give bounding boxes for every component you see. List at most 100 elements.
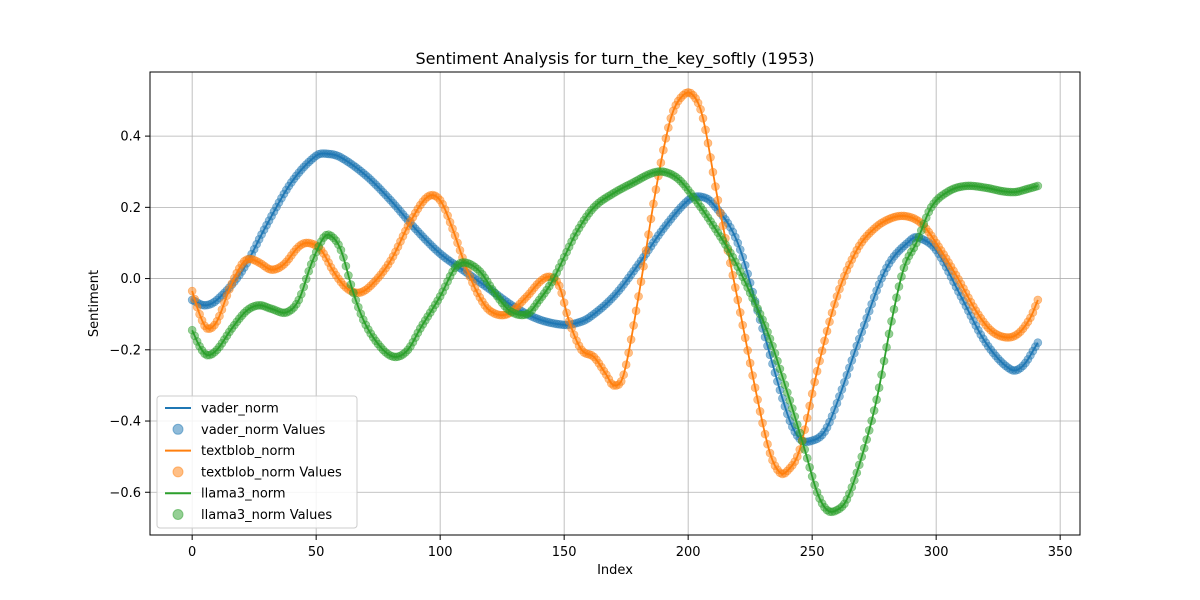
textblob_norm-point xyxy=(825,317,834,327)
llama3_norm-point xyxy=(887,317,896,326)
textblob_norm-point xyxy=(659,145,668,155)
llama3_norm-point xyxy=(872,395,881,404)
llama3_norm-point xyxy=(765,334,775,344)
textblob_norm-point xyxy=(730,283,740,292)
textblob_norm-legend-marker xyxy=(172,466,184,478)
textblob_norm-legend-label: textblob_norm xyxy=(201,444,295,459)
textblob_norm-point xyxy=(753,395,762,404)
y-tick-label: 0.0 xyxy=(120,272,141,287)
textblob_norm-point xyxy=(450,231,460,240)
y-tick-label: 0.4 xyxy=(120,130,141,145)
llama3_norm-point xyxy=(810,480,819,490)
llama3_norm-point xyxy=(894,282,904,291)
llama3_norm-point xyxy=(296,289,306,299)
textblob_norm-point xyxy=(661,134,671,143)
llama3_norm-point xyxy=(778,372,787,382)
vader_norm-point xyxy=(842,370,852,380)
chart-title: Sentiment Analysis for turn_the_key_soft… xyxy=(416,49,815,69)
textblob_norm-point xyxy=(698,114,708,123)
x-tick-label: 0 xyxy=(188,545,196,560)
textblob_norm-point xyxy=(740,333,750,343)
llama3_norm-point xyxy=(349,288,358,298)
textblob_norm-point xyxy=(706,153,715,162)
llama3_norm-point xyxy=(877,370,886,379)
textblob_norm-point xyxy=(621,360,631,370)
textblob_norm-point xyxy=(639,261,648,271)
llama3_norm-point xyxy=(892,293,901,302)
textblob_norm-point xyxy=(812,366,822,376)
textblob_norm-point xyxy=(562,308,571,318)
textblob_norm-point xyxy=(738,320,748,330)
llama3_norm-point xyxy=(780,380,790,389)
textblob_norm-point xyxy=(453,238,462,248)
llama3_norm-point xyxy=(879,356,889,366)
data-layer xyxy=(187,88,1043,517)
llama3_norm-point xyxy=(807,472,817,481)
llama3_norm-point xyxy=(795,428,805,438)
vader_norm-values-legend-label: vader_norm Values xyxy=(201,423,326,438)
textblob_norm-point xyxy=(656,158,666,167)
textblob_norm-point xyxy=(750,383,760,393)
vader_norm-point xyxy=(735,245,745,254)
llama3_norm-legend-label: llama3_norm xyxy=(201,487,286,502)
y-tick-label: −0.6 xyxy=(109,486,141,501)
textblob_norm-point xyxy=(735,308,745,317)
x-tick-label: 250 xyxy=(800,545,825,560)
textblob_norm-point xyxy=(619,370,628,380)
llama3_norm-point xyxy=(339,253,348,262)
llama3_norm-point xyxy=(788,404,797,413)
textblob_norm-point xyxy=(649,199,658,209)
llama3_norm-point xyxy=(768,341,777,351)
textblob_norm-point xyxy=(822,326,832,336)
x-tick-label: 50 xyxy=(308,545,325,560)
vader_norm-point xyxy=(837,385,847,394)
llama3_norm-point xyxy=(775,364,785,374)
textblob_norm-point xyxy=(745,358,755,368)
x-tick-label: 150 xyxy=(552,545,577,560)
textblob_norm-point xyxy=(748,371,757,380)
textblob_norm-point xyxy=(733,295,743,305)
textblob_norm-point xyxy=(629,321,638,330)
llama3_norm-point xyxy=(797,436,807,446)
llama3_norm-point xyxy=(897,272,906,281)
textblob_norm-point xyxy=(641,246,651,255)
textblob_norm-point xyxy=(815,356,824,366)
llama3_norm-point xyxy=(857,452,867,461)
llama3_norm-point xyxy=(800,445,810,454)
textblob_norm-point xyxy=(644,230,653,239)
llama3_norm-point xyxy=(299,282,309,292)
x-tick-label: 100 xyxy=(428,545,453,560)
textblob_norm-point xyxy=(805,401,814,411)
textblob_norm-point xyxy=(827,308,837,318)
llama3_norm-point xyxy=(874,383,884,392)
textblob_norm-point xyxy=(760,429,770,439)
llama3_norm-point xyxy=(867,416,876,426)
textblob_norm-point xyxy=(830,299,839,309)
vader_norm-legend-label: vader_norm xyxy=(201,402,279,417)
textblob_norm-point xyxy=(696,105,705,114)
textblob_norm-point xyxy=(743,346,752,355)
textblob_norm-point xyxy=(802,413,812,423)
llama3_norm-point xyxy=(1033,181,1043,191)
y-axis-label: Sentiment xyxy=(87,270,102,337)
llama3_norm-point xyxy=(882,342,891,352)
tick-layer: 0 50 100 150 200 250 300 350 −0.6 −0.4 −0.2 0.0 0.2 0… xyxy=(109,130,1072,560)
vader_norm-legend-marker xyxy=(172,423,184,435)
textblob_norm-values-legend-label: textblob_norm Values xyxy=(201,465,342,480)
textblob_norm-point xyxy=(559,298,569,308)
llama3_norm-point xyxy=(859,443,869,453)
vader_norm-point xyxy=(840,378,849,387)
textblob_norm-point xyxy=(758,418,767,428)
legend: vader_norm vader_norm Values textblob_norm… xyxy=(156,395,358,529)
textblob_norm-point xyxy=(810,377,819,387)
textblob_norm-point xyxy=(763,439,772,449)
textblob_norm-point xyxy=(708,167,718,177)
textblob_norm-point xyxy=(817,346,827,356)
llama3_norm-point xyxy=(805,463,814,472)
llama3_norm-point xyxy=(869,406,879,415)
textblob_norm-point xyxy=(701,125,710,135)
textblob_norm-point xyxy=(832,292,842,301)
llama3_norm-point xyxy=(864,426,874,435)
llama3_norm-point xyxy=(792,420,802,430)
